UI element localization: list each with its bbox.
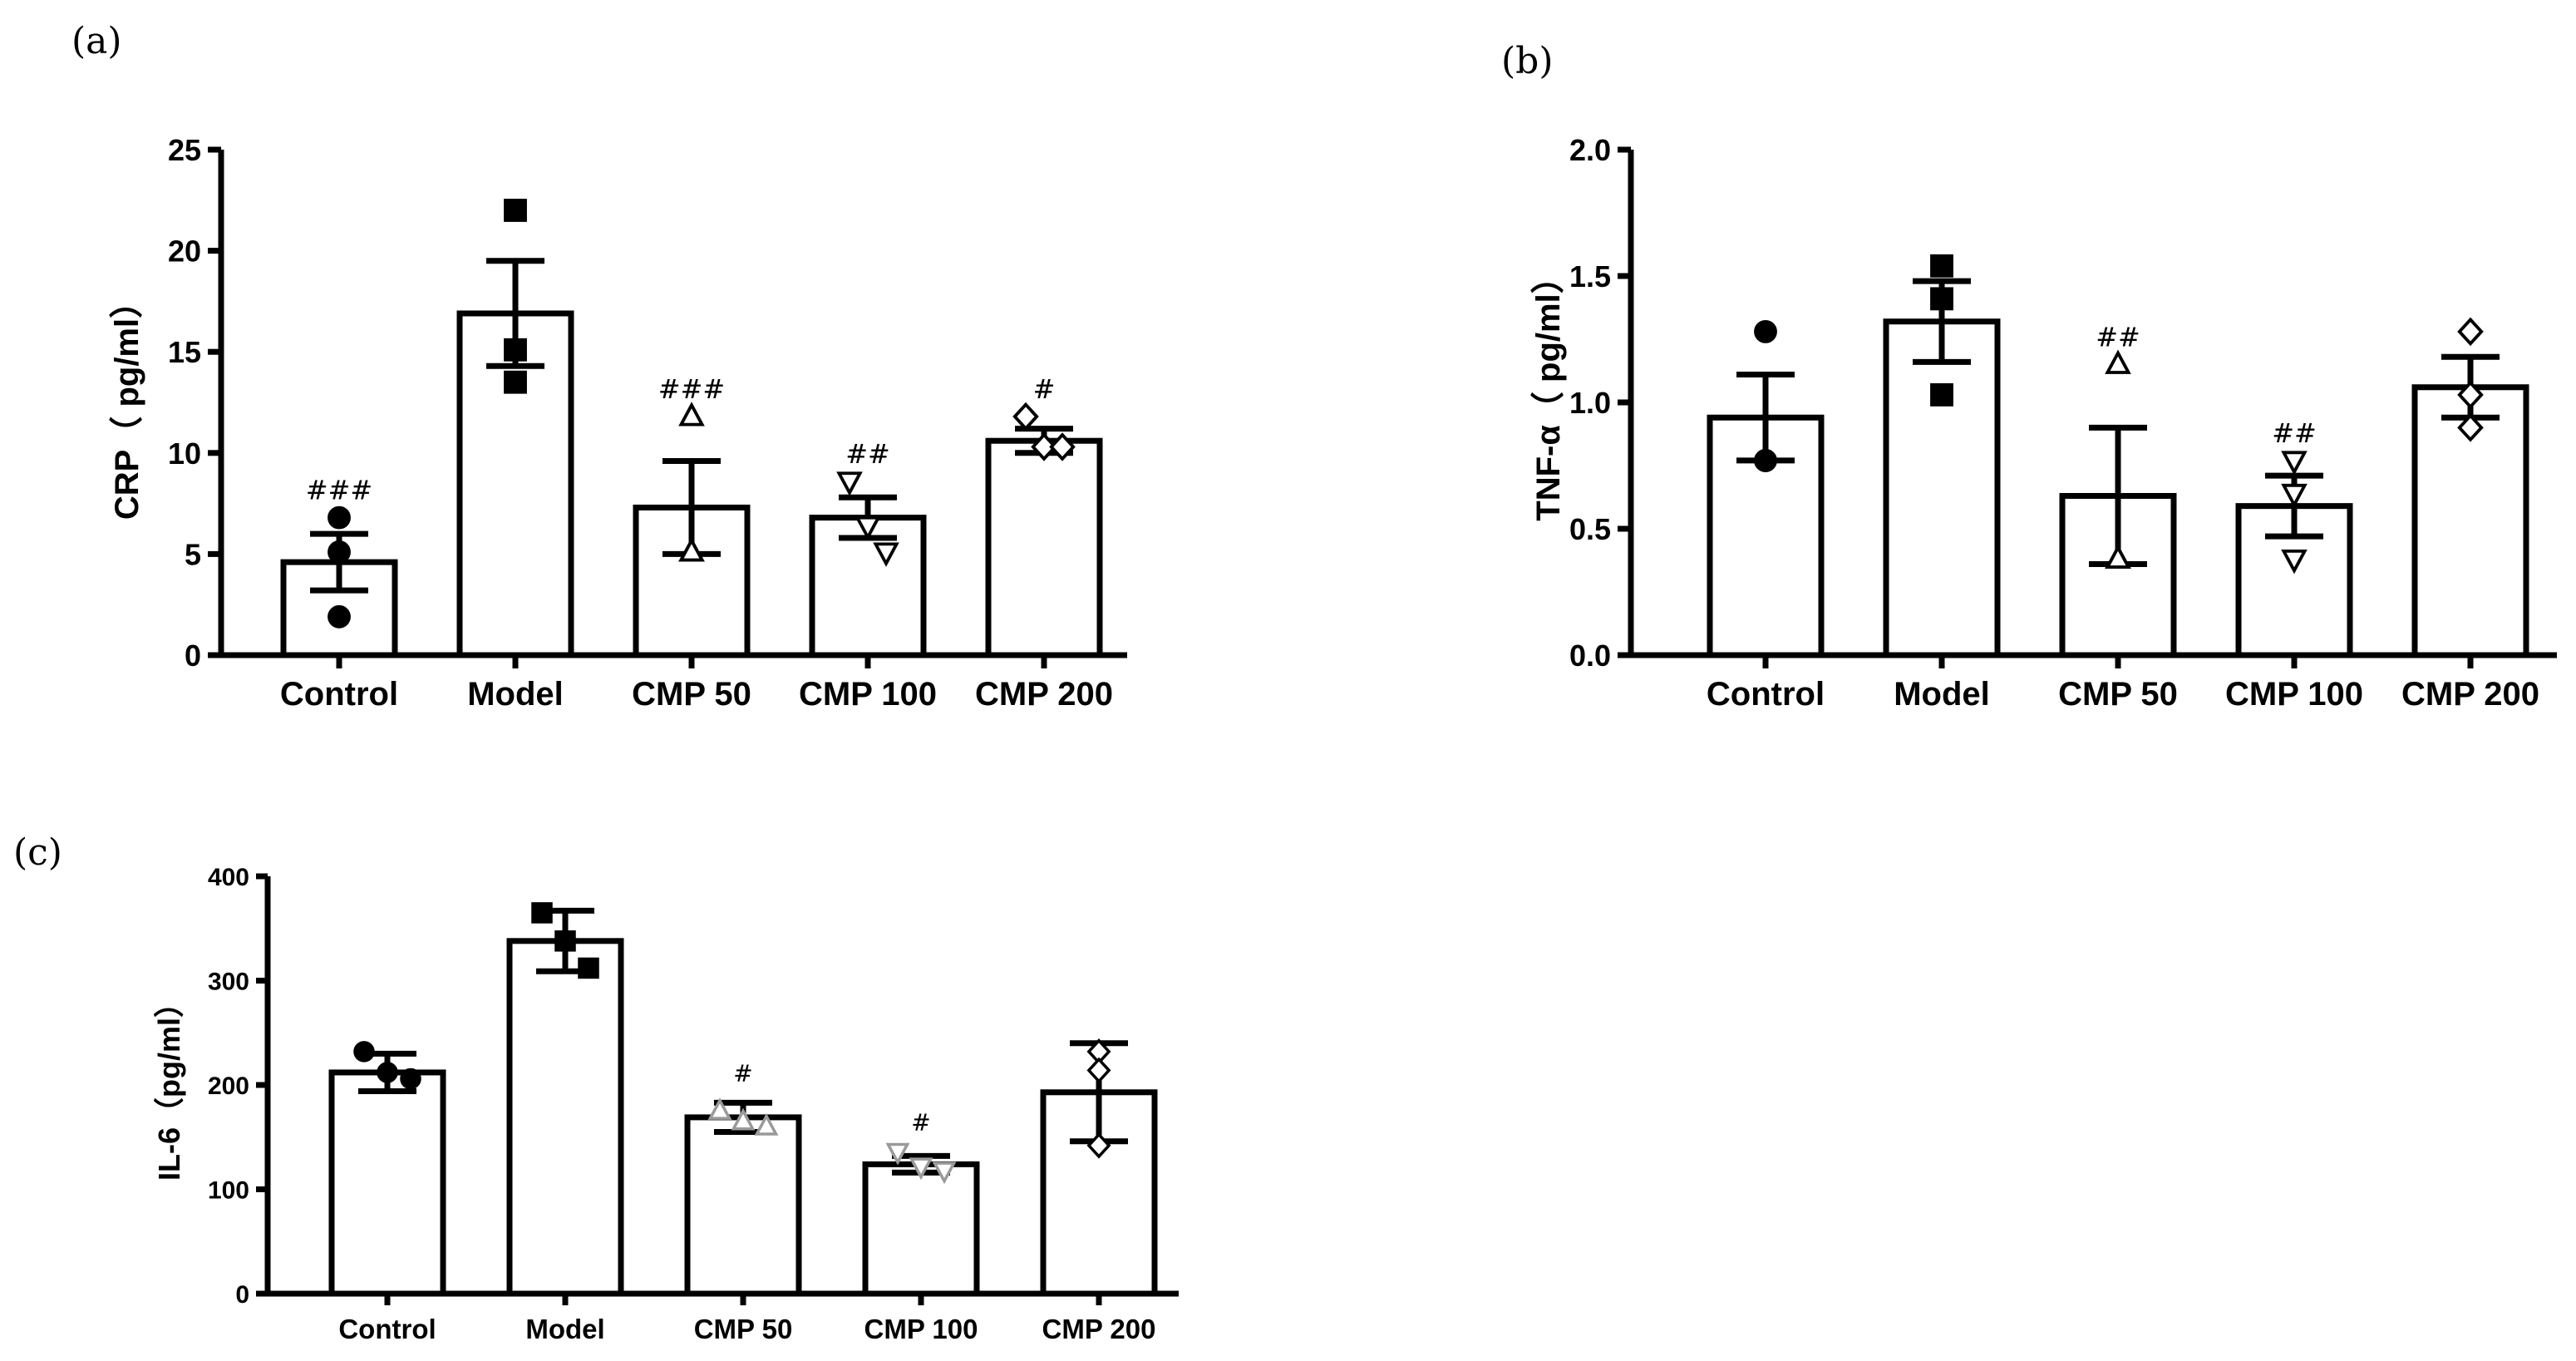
x-tick-label: CMP 200 [975,676,1113,713]
y-tick-label: 2.0 [1569,133,1611,167]
significance-label: # [911,1108,930,1136]
y-tick-label: 100 [208,1176,249,1204]
x-tick-label: Model [1894,676,1990,713]
data-point [377,1062,398,1083]
data-point [2281,483,2308,509]
x-tick-label: CMP 200 [1042,1314,1156,1344]
y-tick-label: 1.5 [1569,259,1611,293]
data-point [578,957,599,979]
bar [684,1114,802,1297]
bar [456,310,574,658]
data-point [678,537,705,562]
x-tick-label: CMP 100 [799,676,937,713]
y-tick-label: 0 [235,1281,249,1309]
y-tick-label: 1.0 [1569,386,1611,420]
data-point [1086,1057,1111,1084]
data-point [1754,319,1777,343]
panel-label-c: (c) [13,831,62,874]
significance-label: # [733,1059,752,1087]
data-point [328,540,351,564]
significance-label: # [1033,373,1056,405]
y-tick-label: 0 [185,639,201,673]
significance-label: ## [2272,417,2317,449]
data-point [2105,544,2131,570]
y-tick-label: 300 [208,968,249,995]
data-point [1930,287,1953,311]
y-tick-label: 200 [208,1073,249,1100]
x-tick-label: CMP 50 [694,1314,793,1344]
chart-tnf-alpha: 0.0 0.5 1.0 1.5 2.0 TNF-α（ pg/ml） Control Model… [1530,133,2557,713]
panel-label-b: (b) [1501,40,1554,82]
bar [862,1161,980,1297]
y-tick-label: 0.0 [1569,639,1611,673]
data-point [855,515,881,541]
data-point [504,370,527,394]
data-point [1086,1132,1111,1159]
significance-label: ### [658,373,725,405]
y-tick-label: 400 [208,864,249,891]
data-point [2457,317,2484,347]
y-axis-title: IL-6（pg/ml） [152,988,186,1181]
data-point [2281,549,2308,574]
x-tick-label: CMP 50 [632,676,751,713]
data-point [836,471,863,496]
data-point [554,930,576,952]
data-point [328,604,351,629]
data-point [1049,432,1076,461]
data-point [2105,349,2131,374]
data-point [2457,413,2484,442]
data-point [1930,382,1953,407]
y-axis-title: CRP（ pg/ml） [109,285,145,520]
x-tick-label: CMP 50 [2058,676,2178,713]
y-tick-label: 10 [168,436,201,471]
data-point [353,1041,375,1063]
data-point [504,338,527,362]
x-tick-label: Control [338,1314,436,1344]
x-tick-label: Control [1707,676,1825,713]
data-point [909,1157,933,1181]
significance-label: ## [845,438,890,470]
y-tick-label: 5 [185,537,201,571]
significance-label: ### [306,475,372,506]
data-point [1012,402,1039,431]
y-tick-label: 15 [168,335,201,369]
significance-label: ## [2096,321,2140,353]
data-point [932,1161,957,1185]
data-point [400,1068,421,1090]
data-point [754,1112,779,1136]
data-point [1031,432,1057,461]
data-point [731,1107,756,1131]
x-tick-label: CMP 100 [864,1314,978,1344]
y-tick-label: 25 [168,133,201,167]
data-point [873,542,899,567]
bar [506,938,624,1297]
x-tick-label: CMP 100 [2225,676,2363,713]
data-point [504,199,527,222]
x-tick-label: Control [280,676,398,713]
data-point [2281,451,2308,476]
chart-il6: 0 100 200 300 400 IL-6（pg/ml） Control Model CMP … [152,864,1179,1344]
bar [328,1069,446,1297]
data-point [1930,254,1953,278]
data-point [885,1142,910,1166]
data-point [678,402,705,427]
data-point [2457,380,2484,410]
y-tick-label: 20 [168,234,201,269]
data-point [707,1097,732,1120]
x-tick-label: Model [525,1314,604,1344]
y-tick-label: 0.5 [1569,512,1611,546]
bar [985,437,1103,658]
x-tick-label: CMP 200 [2401,676,2539,713]
data-point [531,902,553,924]
y-axis-title: TNF-α（ pg/ml） [1530,260,1567,520]
data-point [1754,448,1777,472]
bar [1883,318,2001,658]
data-point [328,505,351,530]
panel-label-a: (a) [71,20,122,62]
x-tick-label: Model [467,676,564,713]
